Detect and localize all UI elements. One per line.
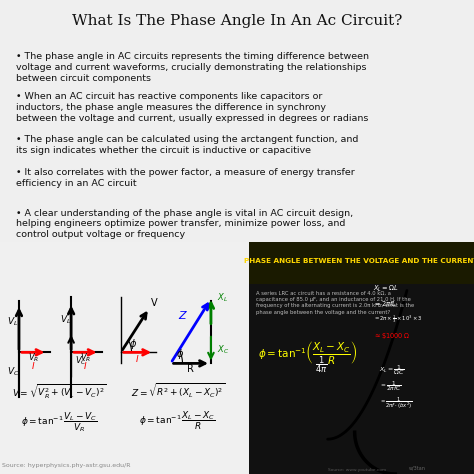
Text: $= \dfrac{1}{2\pi f C}$: $= \dfrac{1}{2\pi f C}$ [379, 379, 402, 393]
Text: $\phi = \tan^{-1}\!\left(\dfrac{X_L - X_C}{R}\right)$: $\phi = \tan^{-1}\!\left(\dfrac{X_L - X_… [258, 339, 357, 366]
FancyBboxPatch shape [0, 0, 474, 251]
Text: PHASE ANGLE BETWEEN THE VOLTAGE AND THE CURRENT: PHASE ANGLE BETWEEN THE VOLTAGE AND THE … [244, 258, 474, 264]
Text: $V_L$: $V_L$ [60, 314, 71, 326]
Text: $\phi$: $\phi$ [176, 347, 184, 361]
Text: $V = \sqrt{V_R^2 + (V_L - V_C)^2}$: $V = \sqrt{V_R^2 + (V_L - V_C)^2}$ [12, 383, 107, 401]
Text: $I$: $I$ [83, 360, 88, 371]
Text: R: R [187, 364, 194, 374]
Text: $V_R$: $V_R$ [27, 351, 39, 364]
Text: V: V [150, 298, 157, 308]
Text: $X_L$: $X_L$ [217, 292, 228, 304]
Text: $\phi = \tan^{-1}\dfrac{V_L - V_C}{V_R}$: $\phi = \tan^{-1}\dfrac{V_L - V_C}{V_R}$ [21, 410, 98, 434]
Text: • When an AC circuit has reactive components like capacitors or
inductors, the p: • When an AC circuit has reactive compon… [16, 92, 369, 123]
Text: Source: hyperphysics.phy-astr.gsu.edu/R: Source: hyperphysics.phy-astr.gsu.edu/R [2, 463, 131, 468]
Text: $X_L = \dfrac{1}{\Omega C}$: $X_L = \dfrac{1}{\Omega C}$ [379, 363, 405, 377]
Text: $V_R$: $V_R$ [80, 351, 91, 364]
Bar [249, 242, 474, 283]
Text: A series LRC ac circuit has a resistance of 4.0 kΩ, a
capacitance of 85.0 μF, an: A series LRC ac circuit has a resistance… [255, 291, 414, 315]
Text: $\phi$: $\phi$ [128, 337, 137, 351]
Text: • The phase angle in AC circuits represents the timing difference between
voltag: • The phase angle in AC circuits represe… [16, 52, 369, 82]
Text: $\approx \$1000\,\Omega$: $\approx \$1000\,\Omega$ [373, 331, 410, 341]
Text: $\phi = \tan^{-1}\dfrac{X_L - X_C}{R}$: $\phi = \tan^{-1}\dfrac{X_L - X_C}{R}$ [139, 410, 216, 432]
Text: Source: www.youtube.com: Source: www.youtube.com [328, 467, 386, 472]
Text: Z: Z [179, 311, 186, 321]
Text: $= 2\pi f L$: $= 2\pi f L$ [373, 299, 397, 308]
Text: $I$: $I$ [31, 360, 36, 371]
Text: w/3tan: w/3tan [409, 465, 426, 470]
Text: $V_C$: $V_C$ [75, 355, 87, 367]
Text: $X_C$: $X_C$ [217, 343, 229, 356]
Text: $= \dfrac{1}{2\pi f \cdot (bx^2)}$: $= \dfrac{1}{2\pi f \cdot (bx^2)}$ [379, 396, 413, 411]
Text: $X_L = \Omega L$: $X_L = \Omega L$ [373, 283, 399, 294]
Text: $= 2\pi \times \frac{1}{3} \times 10^3 \times 3$: $= 2\pi \times \frac{1}{3} \times 10^3 \… [373, 313, 422, 325]
Text: • It also correlates with the power factor, a measure of energy transfer
efficie: • It also correlates with the power fact… [16, 168, 355, 188]
Text: What Is The Phase Angle In An Ac Circuit?: What Is The Phase Angle In An Ac Circuit… [72, 14, 402, 28]
Text: $I$: $I$ [135, 353, 140, 364]
Text: $\dfrac{1}{4\pi}$: $\dfrac{1}{4\pi}$ [315, 355, 327, 375]
Text: • The phase angle can be calculated using the arctangent function, and
its sign : • The phase angle can be calculated usin… [16, 135, 359, 155]
Text: • A clear understanding of the phase angle is vital in AC circuit design,
helpin: • A clear understanding of the phase ang… [16, 209, 354, 239]
Text: $Z = \sqrt{R^2 + (X_L - X_C)^2}$: $Z = \sqrt{R^2 + (X_L - X_C)^2}$ [131, 382, 225, 400]
Text: $V_C$: $V_C$ [7, 365, 19, 378]
Text: $V_L$: $V_L$ [8, 316, 18, 328]
